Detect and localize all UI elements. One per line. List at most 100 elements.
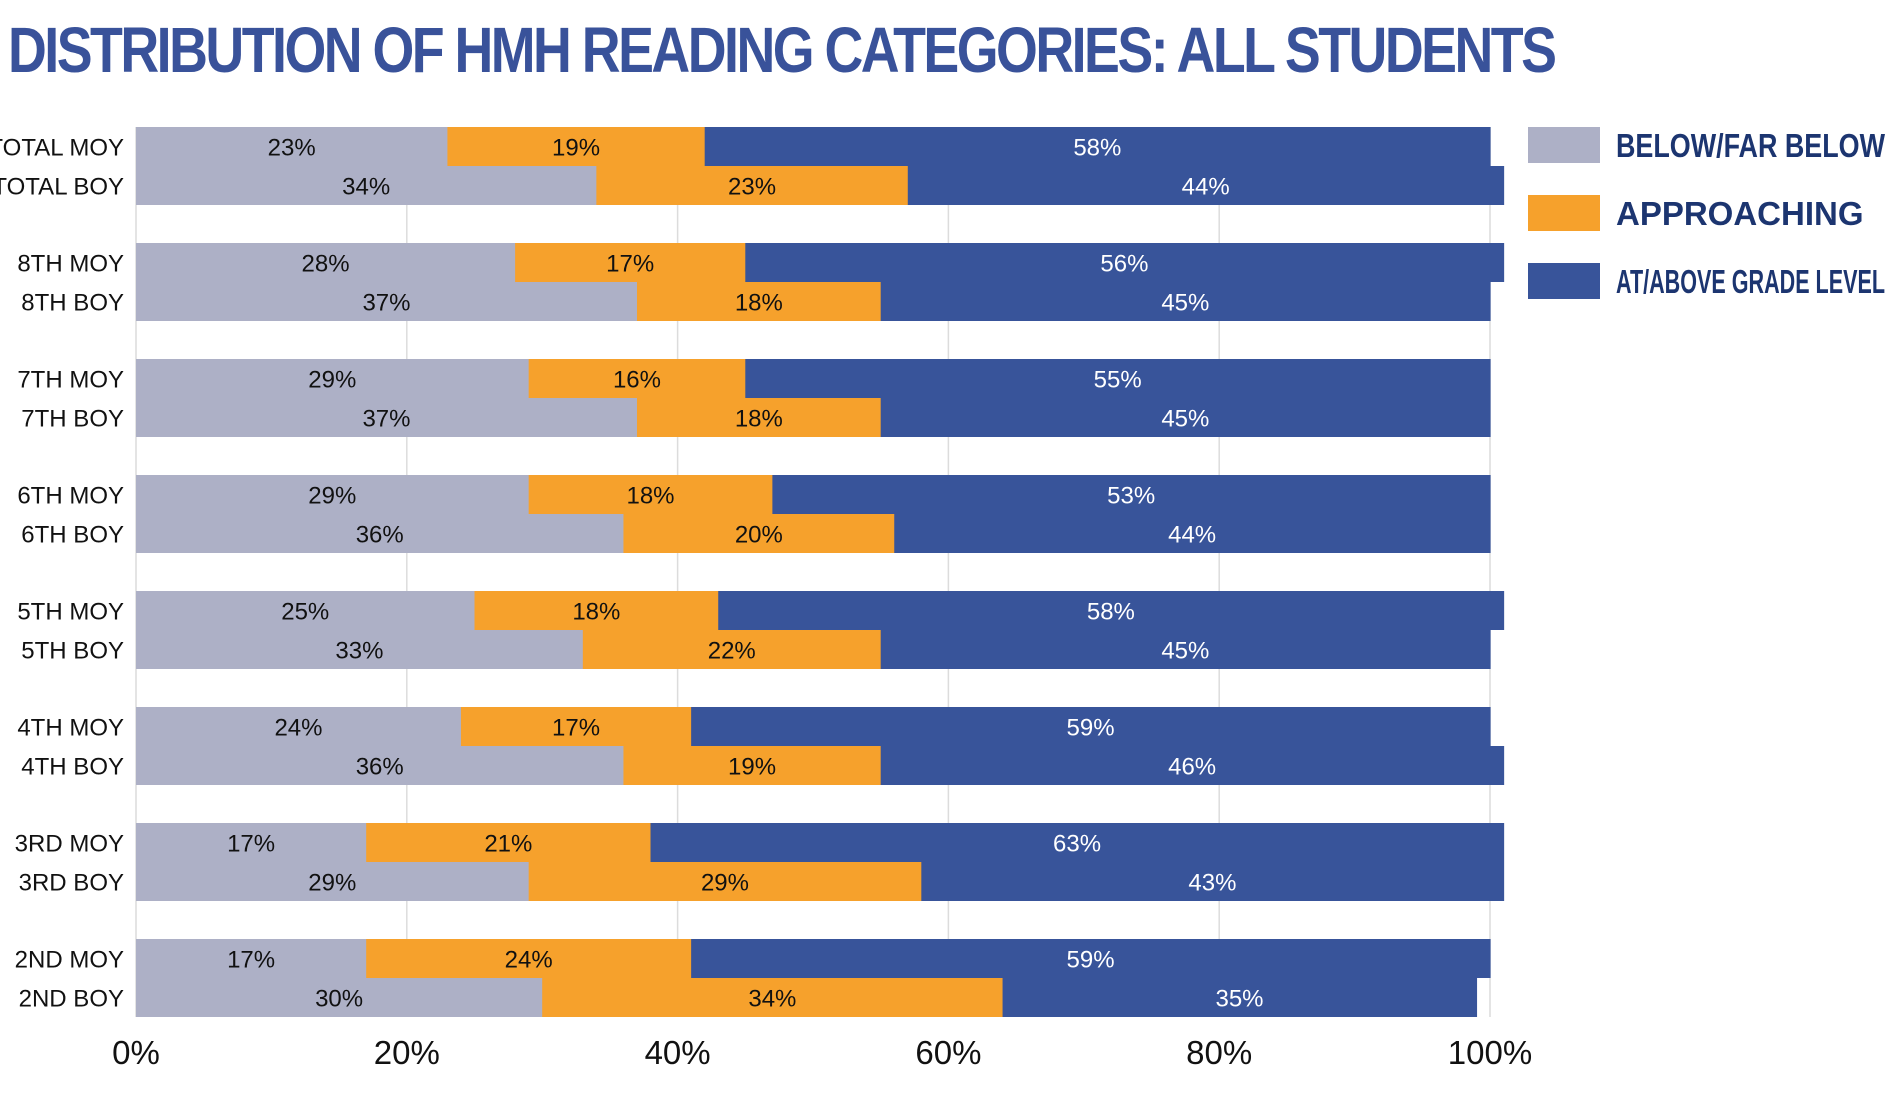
bar-below-far-below-4th-boy	[136, 746, 625, 785]
bar-approaching-2nd-boy	[542, 978, 1004, 1017]
bar-approaching-6th-boy	[623, 514, 895, 553]
legend-label-below-far-below: BELOW/FAR BELOW	[1616, 127, 1886, 164]
bar-at-above-grade-level-4th-moy	[691, 707, 1491, 746]
bar-approaching-3rd-boy	[528, 862, 922, 901]
row-label-8th-moy: 8TH MOY	[17, 251, 124, 278]
data-label: 34%	[342, 174, 390, 201]
bar-approaching-8th-moy	[515, 243, 746, 282]
bar-approaching-2nd-moy	[366, 939, 692, 978]
row-label-5th-moy: 5TH MOY	[17, 599, 124, 626]
data-label: 29%	[308, 483, 356, 510]
data-label: 34%	[748, 986, 796, 1013]
bar-approaching-7th-moy	[528, 359, 746, 398]
row-label-6th-boy: 6TH BOY	[21, 522, 124, 549]
data-label: 18%	[572, 599, 620, 626]
data-label: 29%	[308, 367, 356, 394]
data-label: 63%	[1053, 831, 1101, 858]
data-label: 24%	[274, 715, 322, 742]
data-label: 59%	[1067, 947, 1115, 974]
data-label: 24%	[505, 947, 553, 974]
data-label: 44%	[1168, 522, 1216, 549]
bar-below-far-below-3rd-moy	[136, 823, 367, 862]
data-label: 19%	[728, 754, 776, 781]
data-label: 22%	[708, 638, 756, 665]
data-label: 17%	[606, 251, 654, 278]
data-label: 36%	[356, 754, 404, 781]
legend-swatch-below-far-below	[1528, 127, 1600, 163]
data-label: 25%	[281, 599, 329, 626]
data-label: 23%	[268, 135, 316, 162]
data-label: 21%	[484, 831, 532, 858]
data-label: 28%	[302, 251, 350, 278]
data-label: 23%	[728, 174, 776, 201]
bar-approaching-4th-moy	[460, 707, 692, 746]
data-label: 44%	[1182, 174, 1230, 201]
data-label: 35%	[1215, 986, 1263, 1013]
bar-below-far-below-7th-moy	[136, 359, 530, 398]
data-label: 45%	[1161, 406, 1209, 433]
data-label: 20%	[735, 522, 783, 549]
bar-below-far-below-4th-moy	[136, 707, 462, 746]
bar-approaching-4th-boy	[623, 746, 882, 785]
data-label: 17%	[227, 947, 275, 974]
bar-below-far-below-6th-boy	[136, 514, 625, 553]
data-label: 17%	[227, 831, 275, 858]
row-label-3rd-moy: 3RD MOY	[15, 831, 124, 858]
bar-approaching-6th-moy	[528, 475, 773, 514]
row-label-total-moy: TOTAL MOY	[0, 135, 124, 162]
data-label: 43%	[1188, 870, 1236, 897]
row-label-8th-boy: 8TH BOY	[21, 290, 124, 317]
row-label-4th-moy: 4TH MOY	[17, 715, 124, 742]
data-label: 29%	[701, 870, 749, 897]
data-label: 45%	[1161, 290, 1209, 317]
data-label: 58%	[1073, 135, 1121, 162]
data-label: 53%	[1107, 483, 1155, 510]
x-tick-label: 80%	[1186, 1034, 1252, 1071]
x-tick-label: 0%	[112, 1034, 160, 1071]
bar-below-far-below-5th-moy	[136, 591, 476, 630]
bar-at-above-grade-level-6th-moy	[772, 475, 1491, 514]
data-label: 37%	[362, 406, 410, 433]
bar-below-far-below-7th-boy	[136, 398, 638, 437]
data-label: 29%	[308, 870, 356, 897]
data-label: 59%	[1067, 715, 1115, 742]
bar-at-above-grade-level-8th-boy	[880, 282, 1491, 321]
bar-approaching-total-boy	[596, 166, 909, 205]
row-labels: TOTAL MOY TOTAL BOY 8TH MOY 8TH BOY 7TH MOY 7…	[0, 135, 124, 1013]
bar-below-far-below-2nd-moy	[136, 939, 367, 978]
data-label: 36%	[356, 522, 404, 549]
data-label: 16%	[613, 367, 661, 394]
bar-approaching-7th-boy	[636, 398, 882, 437]
legend-swatch-approaching	[1528, 195, 1600, 231]
bar-below-far-below-total-boy	[136, 166, 597, 205]
row-label-3rd-boy: 3RD BOY	[19, 870, 124, 897]
bar-at-above-grade-level-6th-boy	[894, 514, 1491, 553]
bar-approaching-3rd-moy	[366, 823, 652, 862]
bar-below-far-below-8th-boy	[136, 282, 638, 321]
bar-at-above-grade-level-3rd-boy	[921, 862, 1505, 901]
x-tick-label: 40%	[645, 1034, 711, 1071]
bar-at-above-grade-level-total-moy	[704, 127, 1491, 166]
data-label: 58%	[1087, 599, 1135, 626]
bar-below-far-below-6th-moy	[136, 475, 530, 514]
bar-at-above-grade-level-7th-boy	[880, 398, 1491, 437]
legend-label-approaching: APPROACHING	[1616, 195, 1864, 232]
bar-at-above-grade-level-8th-moy	[745, 243, 1505, 282]
bar-at-above-grade-level-5th-boy	[880, 630, 1491, 669]
bar-at-above-grade-level-3rd-moy	[650, 823, 1505, 862]
bar-approaching-5th-boy	[582, 630, 882, 669]
data-label: 37%	[362, 290, 410, 317]
data-label: 18%	[626, 483, 674, 510]
row-label-5th-boy: 5TH BOY	[21, 638, 124, 665]
bar-approaching-total-moy	[447, 127, 706, 166]
row-label-6th-moy: 6TH MOY	[17, 483, 124, 510]
bar-approaching-8th-boy	[636, 282, 882, 321]
bar-at-above-grade-level-7th-moy	[745, 359, 1491, 398]
data-label: 17%	[552, 715, 600, 742]
x-tick-label: 100%	[1448, 1034, 1532, 1071]
x-tick-label: 60%	[915, 1034, 981, 1071]
row-label-7th-moy: 7TH MOY	[17, 367, 124, 394]
value-labels: 23% 19% 58% 34% 23% 44% 28% 17% 56% 37% 18% 45% 29% 1…	[227, 135, 1263, 1013]
bar-below-far-below-5th-boy	[136, 630, 584, 669]
